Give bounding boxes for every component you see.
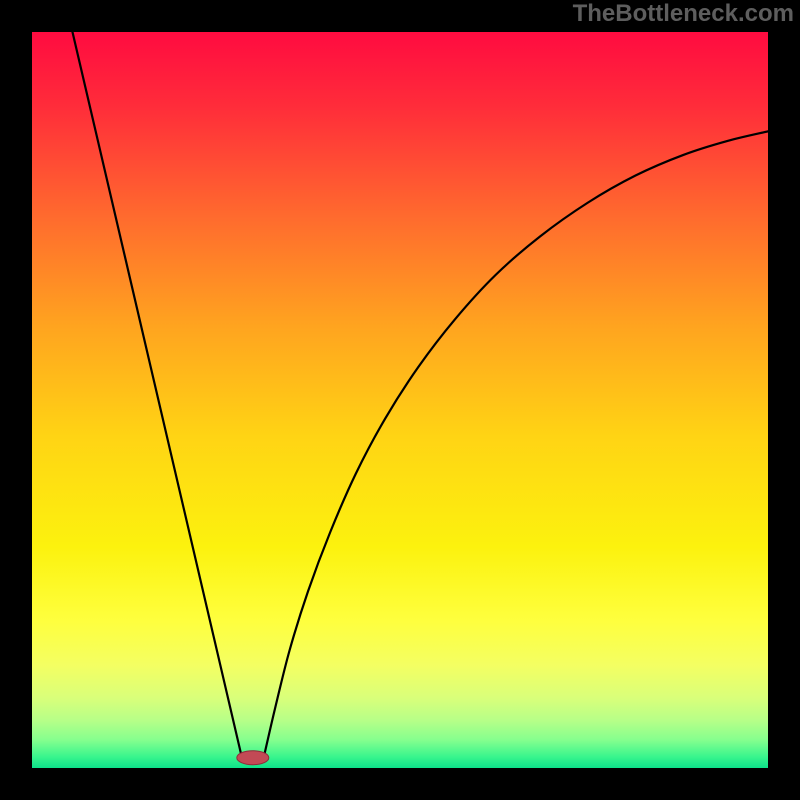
watermark-text: TheBottleneck.com xyxy=(573,0,794,28)
curve-layer xyxy=(32,32,768,768)
plot-area xyxy=(32,32,768,768)
left-line xyxy=(72,32,241,757)
chart-frame: TheBottleneck.com xyxy=(0,0,800,800)
minimum-marker xyxy=(237,751,269,765)
right-curve xyxy=(264,131,768,757)
